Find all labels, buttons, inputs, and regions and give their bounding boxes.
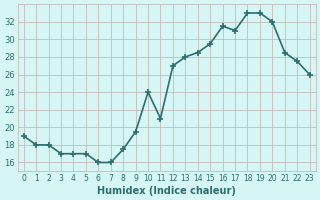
X-axis label: Humidex (Indice chaleur): Humidex (Indice chaleur) bbox=[97, 186, 236, 196]
